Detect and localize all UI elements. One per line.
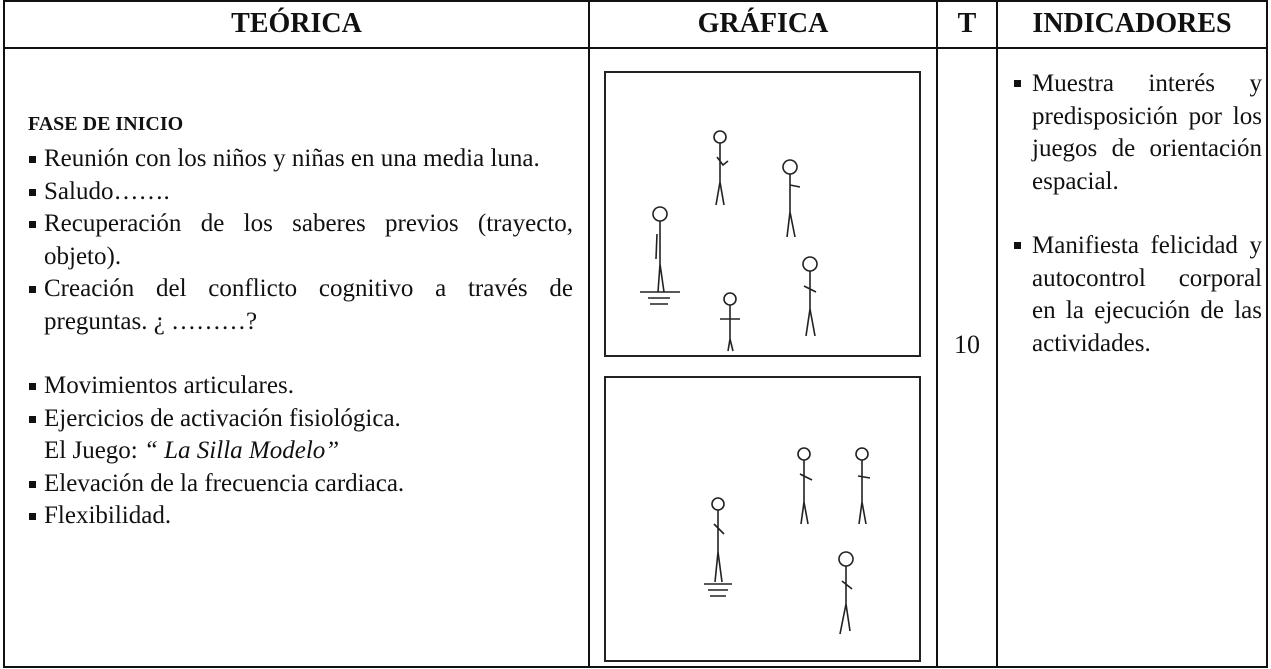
activity-item: Reunión con los niños y niñas en una med…: [28, 143, 573, 176]
activity-item: Elevación de la frecuencia cardiaca.: [28, 468, 573, 501]
header-cell: INDICADORES: [1032, 8, 1232, 39]
activity-item: Creación del conflicto cognitivo a travé…: [28, 273, 573, 338]
phase-heading: FASE DE INICIO: [28, 113, 184, 135]
indicator-item: Muestra interés y predisposición por los…: [1012, 68, 1262, 198]
border: [936, 0, 938, 668]
indicator-item: Manifiesta felicidad y autocontrol corpo…: [1012, 230, 1262, 360]
header-cell: TEÓRICA: [231, 8, 362, 39]
header-cell: GRÁFICA: [697, 8, 829, 39]
border: [3, 666, 1268, 668]
border: [996, 0, 998, 668]
game-name: “ La Silla Modelo”: [144, 437, 340, 464]
game-label: El Juego:: [44, 437, 138, 464]
border: [3, 0, 5, 668]
drawings: [604, 71, 921, 662]
time-value: 10: [954, 330, 980, 359]
indicator-list: Muestra interés y predisposición por los…: [1012, 68, 1262, 392]
border: [1266, 0, 1268, 668]
activity-item: Movimientos articulares.: [28, 370, 573, 403]
activity-list: Reunión con los niños y niñas en una med…: [28, 143, 573, 533]
drawing-frame: [604, 376, 921, 662]
activity-item: Saludo…….: [28, 176, 573, 209]
stick-figures: [640, 130, 871, 635]
header-cell: T: [957, 8, 977, 39]
border: [3, 0, 1268, 2]
activity-item: Recuperación de los saberes previos (tra…: [28, 208, 573, 273]
game-line: El Juego: “ La Silla Modelo”: [28, 435, 573, 468]
drawing-frame: [604, 71, 921, 357]
border: [3, 47, 1268, 49]
activity-item: Ejercicios de activación fisiológica.: [28, 403, 573, 436]
activity-item: Flexibilidad.: [28, 500, 573, 533]
border: [588, 0, 590, 668]
